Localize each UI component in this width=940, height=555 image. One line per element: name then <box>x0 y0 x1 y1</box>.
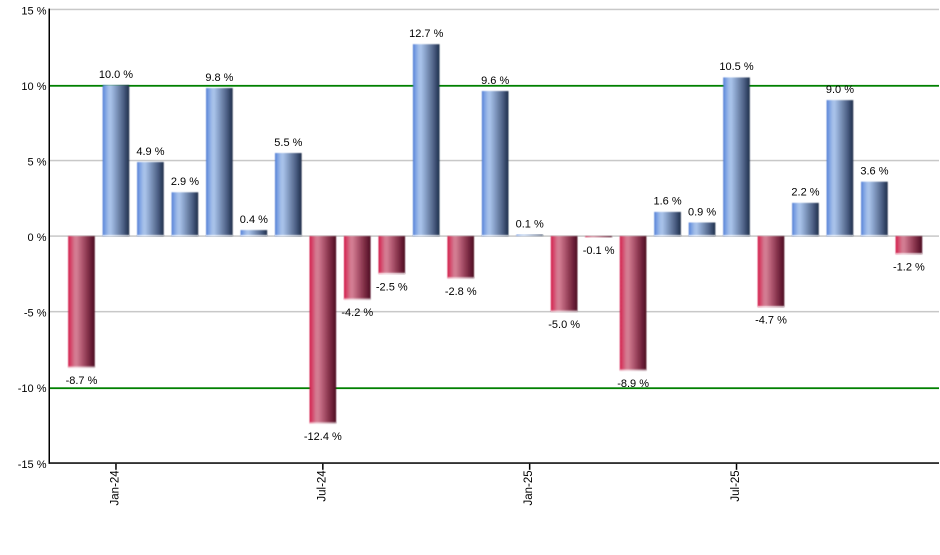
svg-text:9.8 %: 9.8 % <box>205 72 233 84</box>
svg-text:Jan-24: Jan-24 <box>109 470 121 506</box>
svg-text:1.6 %: 1.6 % <box>654 196 682 208</box>
svg-text:-0.1 %: -0.1 % <box>583 245 615 257</box>
svg-text:-8.7 %: -8.7 % <box>66 375 98 387</box>
svg-text:0 %: 0 % <box>28 232 47 244</box>
svg-text:4.9 %: 4.9 % <box>136 146 164 158</box>
svg-text:Jul-25: Jul-25 <box>730 470 742 501</box>
svg-text:-2.8 %: -2.8 % <box>445 286 477 298</box>
svg-text:9.0 %: 9.0 % <box>826 84 854 96</box>
svg-text:-8.9 %: -8.9 % <box>617 378 649 390</box>
svg-text:Jan-25: Jan-25 <box>523 470 535 505</box>
svg-text:-10 %: -10 % <box>18 383 47 395</box>
svg-text:-2.5 %: -2.5 % <box>376 281 408 293</box>
svg-text:5.5 %: 5.5 % <box>274 137 302 149</box>
svg-text:-5.0 %: -5.0 % <box>548 319 580 331</box>
svg-text:0.4 %: 0.4 % <box>240 214 268 226</box>
svg-text:2.2 %: 2.2 % <box>791 187 819 199</box>
svg-text:-1.2 %: -1.2 % <box>893 262 925 274</box>
svg-text:-5 %: -5 % <box>24 308 47 320</box>
svg-text:10.0 %: 10.0 % <box>99 69 133 81</box>
svg-text:2.9 %: 2.9 % <box>171 176 199 188</box>
svg-text:-15 %: -15 % <box>18 459 47 471</box>
svg-text:-12.4 %: -12.4 % <box>304 431 342 443</box>
svg-text:10 %: 10 % <box>21 81 46 93</box>
svg-text:3.6 %: 3.6 % <box>860 166 888 178</box>
svg-text:0.1 %: 0.1 % <box>516 218 544 230</box>
svg-text:5 %: 5 % <box>28 157 47 169</box>
svg-text:9.6 %: 9.6 % <box>481 75 509 87</box>
svg-text:-4.7 %: -4.7 % <box>755 315 787 327</box>
svg-text:0.9 %: 0.9 % <box>688 206 716 218</box>
svg-text:12.7 %: 12.7 % <box>409 28 443 40</box>
svg-text:15 %: 15 % <box>21 5 46 17</box>
svg-text:10.5 %: 10.5 % <box>719 61 753 73</box>
svg-text:Jul-24: Jul-24 <box>316 470 328 502</box>
svg-text:-4.2 %: -4.2 % <box>341 307 373 319</box>
